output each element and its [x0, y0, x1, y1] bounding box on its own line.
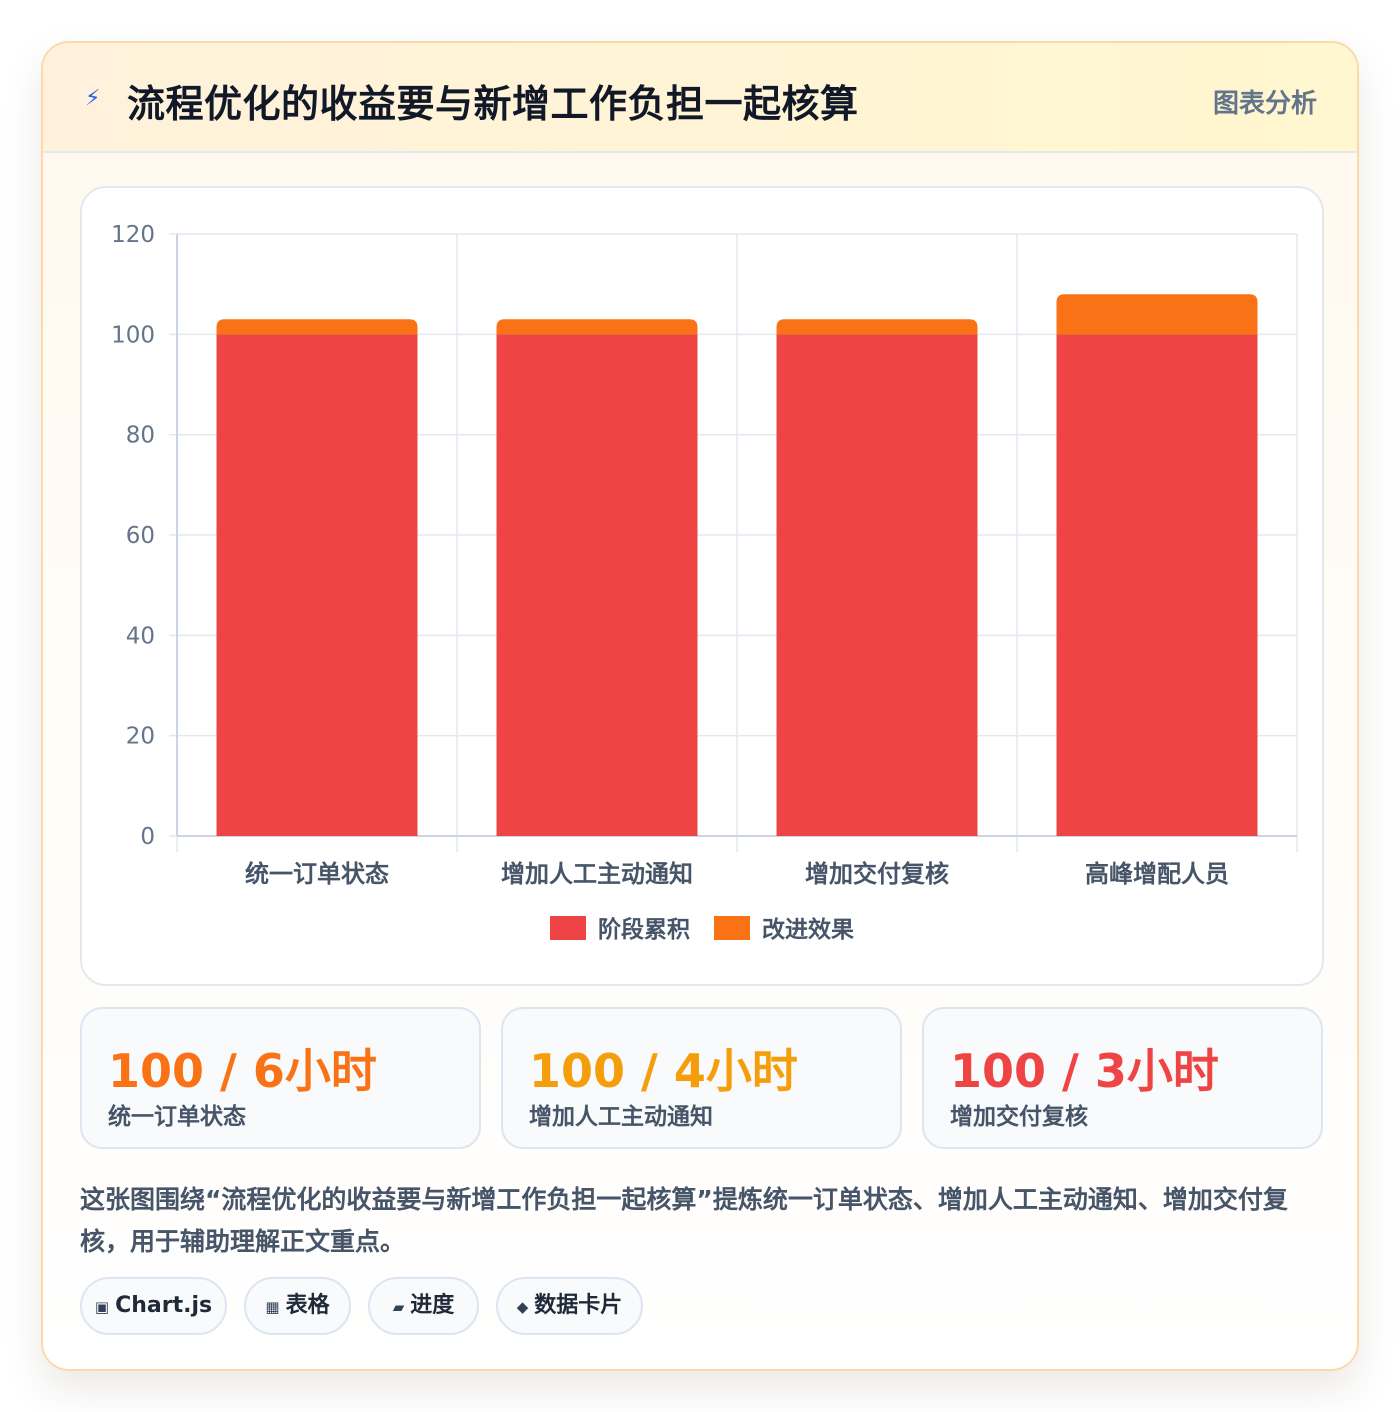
- chart-icon: ▣: [94, 1298, 110, 1316]
- bar-segment: [496, 319, 698, 335]
- y-tick-label: 20: [126, 724, 155, 750]
- stat-label: 增加人工主动通知: [529, 1104, 713, 1130]
- lightning-icon: ⚡: [85, 86, 101, 111]
- card-header: ⚡ 流程优化的收益要与新增工作负担一起核算 图表分析: [43, 43, 1357, 153]
- chip-label: 数据卡片: [534, 1293, 623, 1318]
- data-card-icon: ◆: [516, 1298, 529, 1316]
- stat-card-2: 100 / 4小时 增加人工主动通知: [501, 1007, 902, 1149]
- legend-swatch: [714, 916, 750, 940]
- stat-value: 100 / 4小时: [529, 1044, 798, 1098]
- x-tick-label: 增加交付复核: [805, 860, 949, 888]
- stat-label: 统一订单状态: [108, 1104, 246, 1130]
- bar-segment: [496, 334, 698, 836]
- stat-value: 100 / 6小时: [108, 1044, 377, 1098]
- legend-label: 阶段累积: [598, 916, 690, 943]
- bar-segment: [1056, 334, 1258, 836]
- y-tick-label: 80: [126, 423, 155, 449]
- x-tick-label: 统一订单状态: [245, 860, 389, 888]
- bar-segment: [776, 319, 978, 335]
- stat-value: 100 / 3小时: [950, 1044, 1219, 1098]
- stat-card-1: 100 / 6小时 统一订单状态: [80, 1007, 481, 1149]
- bar-segment: [776, 334, 978, 836]
- chart-container: 0 20 40 60 80 100 120 统一订单状态 增加人工主动通知 增加交付复核 高峰增配人…: [80, 186, 1324, 986]
- chart-description: 这张图围绕“流程优化的收益要与新增工作负担一起核算”提炼统一订单状态、增加人工主…: [80, 1185, 1288, 1256]
- chart-card: ⚡ 流程优化的收益要与新增工作负担一起核算 图表分析 0 20 40 60 80 100 1…: [41, 41, 1359, 1371]
- chip-chartjs[interactable]: ▣ Chart.js: [80, 1277, 227, 1335]
- legend-swatch: [550, 916, 586, 940]
- bar-segment: [1056, 294, 1258, 335]
- bar-segment: [216, 334, 418, 836]
- y-tick-label: 40: [126, 623, 155, 649]
- y-tick-label: 100: [111, 322, 155, 348]
- table-icon: ▦: [265, 1298, 280, 1316]
- x-tick-label: 高峰增配人员: [1085, 860, 1229, 888]
- progress-icon: ▰: [392, 1298, 405, 1316]
- chip-progress[interactable]: ▰ 进度: [368, 1277, 479, 1335]
- x-tick-label: 增加人工主动通知: [501, 860, 693, 888]
- chip-data-card[interactable]: ◆ 数据卡片: [496, 1277, 643, 1335]
- category-tag: 图表分析: [1212, 89, 1317, 119]
- bar-chart: 0 20 40 60 80 100 120 统一订单状态 增加人工主动通知 增加交付复核 高峰增配人…: [111, 222, 1298, 943]
- y-tick-label: 60: [126, 523, 155, 549]
- y-tick-label: 0: [140, 824, 155, 850]
- chip-label: 表格: [285, 1293, 330, 1318]
- chip-table[interactable]: ▦ 表格: [244, 1277, 351, 1335]
- chip-label: Chart.js: [115, 1293, 213, 1318]
- legend-label: 改进效果: [762, 916, 854, 943]
- bar-segment: [216, 319, 418, 335]
- stat-card-3: 100 / 3小时 增加交付复核: [922, 1007, 1323, 1149]
- y-tick-label: 120: [111, 222, 155, 248]
- page-title: 流程优化的收益要与新增工作负担一起核算: [127, 82, 859, 126]
- stat-label: 增加交付复核: [950, 1104, 1088, 1130]
- chip-label: 进度: [410, 1293, 455, 1318]
